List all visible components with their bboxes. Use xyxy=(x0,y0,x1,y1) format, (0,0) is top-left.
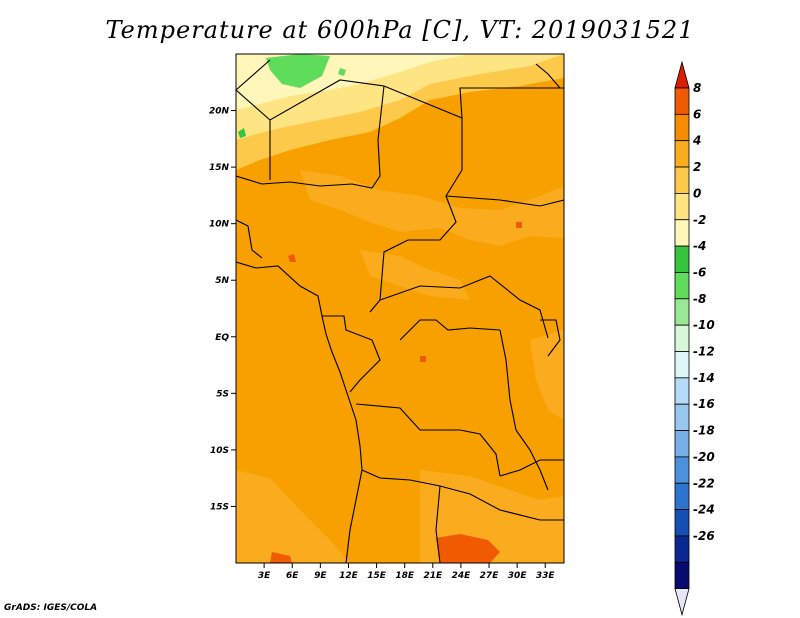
map-borders xyxy=(236,59,564,563)
lon-tick-label: 12E xyxy=(339,571,359,581)
lon-tick-label: 6E xyxy=(286,571,299,581)
map-title: Temperature at 600hPa [C], VT: 201903152… xyxy=(105,16,695,44)
colorbar-top-arrow xyxy=(674,60,690,89)
colorbar-swatch xyxy=(674,324,690,352)
field-band-minus6-minus4 xyxy=(238,128,246,138)
lon-tick-label: 18E xyxy=(395,571,415,581)
colorbar-label: -22 xyxy=(693,476,715,490)
field-patch-sahel xyxy=(300,170,564,246)
lat-tick-label: EQ xyxy=(215,333,229,343)
colorbar-swatch xyxy=(674,351,690,379)
colorbar-label: 6 xyxy=(693,107,701,121)
lon-tick-label: 33E xyxy=(536,571,556,581)
lon-tick-label: 30E xyxy=(508,571,528,581)
temperature-field xyxy=(236,54,564,563)
lat-tick-label: 20N xyxy=(209,107,230,117)
colorbar-swatch xyxy=(674,87,690,115)
colorbar-swatch xyxy=(674,509,690,537)
field-patch-southwest xyxy=(236,470,350,563)
lat-tick-label: 15N xyxy=(209,163,230,173)
colorbar-label: -24 xyxy=(693,503,715,517)
colorbar-label: -2 xyxy=(693,213,706,227)
colorbar-label: -10 xyxy=(693,318,715,332)
colorbar-bottom-arrow xyxy=(674,588,690,617)
field-patch-warm-small-3 xyxy=(516,222,522,228)
field-patch-warm-south xyxy=(436,534,500,563)
colorbar-swatch xyxy=(674,403,690,431)
colorbar-label: -4 xyxy=(693,239,706,253)
colorbar-swatch xyxy=(674,430,690,458)
colorbar-label: -18 xyxy=(693,424,715,438)
colorbar-label: 8 xyxy=(693,81,701,95)
lon-tick-label: 27E xyxy=(480,571,500,581)
colorbar-label: -16 xyxy=(693,397,715,411)
colorbar-swatch xyxy=(674,482,690,511)
lat-tick-label: 5S xyxy=(216,389,229,399)
field-patch-warm-southwest xyxy=(270,552,292,563)
colorbar-swatch xyxy=(674,272,690,300)
field-patch-warm-small-2 xyxy=(420,356,426,362)
grads-credit: GrADS: IGES/COLA xyxy=(4,603,98,613)
colorbar-label: -6 xyxy=(693,265,706,279)
lon-tick-label: 3E xyxy=(258,571,271,581)
colorbar-swatch xyxy=(674,140,690,168)
longitude-axis: 3E 6E 9E 12E 15E 18E 21E 24E 27E 30E 33E xyxy=(258,563,556,581)
colorbar: 8 6 4 2 0 -2 -4 -6 -8 -10 -12 -14 -16 -18 -20 -22 -24 -26 xyxy=(674,60,715,617)
lon-tick-label: 15E xyxy=(367,571,387,581)
colorbar-swatch xyxy=(674,535,690,563)
colorbar-swatch xyxy=(674,245,690,273)
lat-tick-label: 5N xyxy=(215,276,229,286)
colorbar-label: -14 xyxy=(693,371,715,385)
lat-tick-label: 15S xyxy=(210,502,229,512)
colorbar-label: -20 xyxy=(693,450,715,464)
colorbar-swatch xyxy=(674,456,690,484)
lon-tick-label: 24E xyxy=(452,571,472,581)
colorbar-swatch xyxy=(674,192,690,221)
field-band-minus8-small xyxy=(338,68,346,76)
colorbar-swatch xyxy=(674,377,690,405)
colorbar-label: -12 xyxy=(693,345,715,359)
field-patch-east xyxy=(530,330,564,420)
colorbar-swatch xyxy=(674,561,690,590)
map-frame xyxy=(235,53,565,564)
colorbar-label: 4 xyxy=(692,134,701,148)
colorbar-label: 2 xyxy=(693,160,701,174)
colorbar-swatch xyxy=(674,113,690,142)
colorbar-label: 0 xyxy=(693,186,701,200)
lat-tick-label: 10S xyxy=(210,446,229,456)
lon-tick-label: 9E xyxy=(314,571,327,581)
colorbar-swatch xyxy=(674,298,690,326)
colorbar-label: -26 xyxy=(693,529,715,543)
field-band-minus8-minus6 xyxy=(266,54,330,88)
latitude-axis: 20N 15N 10N 5N EQ 5S 10S 15S xyxy=(209,107,236,512)
colorbar-swatch xyxy=(674,166,690,194)
colorbar-label: -8 xyxy=(693,292,706,306)
lon-tick-label: 21E xyxy=(423,571,443,581)
colorbar-swatch xyxy=(674,219,690,247)
lat-tick-label: 10N xyxy=(209,220,230,230)
field-patch-warm-small-1 xyxy=(288,254,296,262)
